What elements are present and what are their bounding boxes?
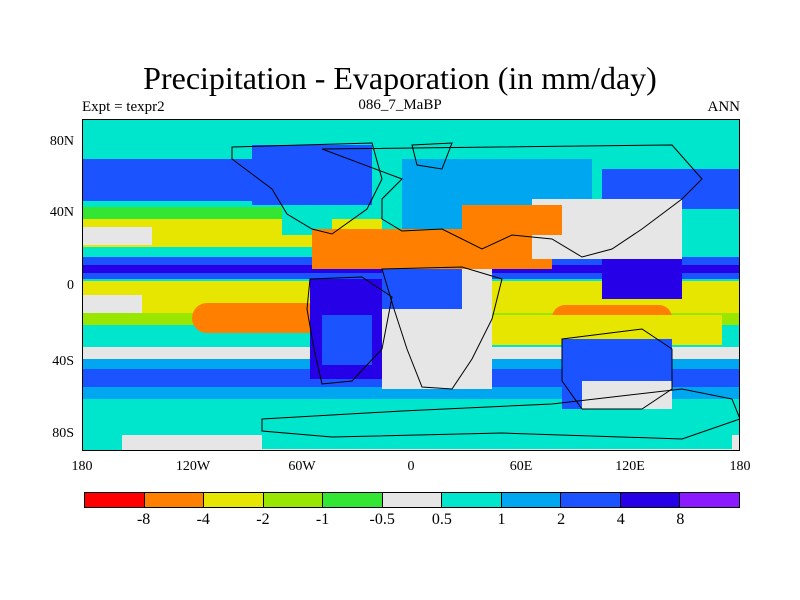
x-tick-180e: 180 [729, 459, 751, 474]
band-s-grey [82, 295, 142, 317]
y-tick-80n: 80N [49, 134, 74, 149]
land-antarctica [262, 409, 732, 449]
season-label: ANN [707, 99, 741, 115]
legend-swatch [501, 493, 562, 507]
land-na [252, 145, 372, 205]
legend-swatch [442, 493, 502, 507]
y-tick-0: 0 [67, 278, 74, 293]
legend-swatch [620, 493, 681, 507]
legend-swatch [85, 493, 145, 507]
coast-na [231, 142, 383, 235]
legend-swatch [680, 493, 740, 507]
y-tick-40s: 40S [52, 354, 74, 369]
legend-swatch [382, 493, 443, 507]
coast-greenland [411, 142, 453, 170]
land-africa-c [382, 269, 462, 309]
land-seasia [602, 259, 682, 299]
legend-label: 0.5 [431, 511, 452, 528]
period-label: 086_7_MaBP [358, 97, 442, 113]
legend-swatch [263, 493, 324, 507]
land-asia2 [462, 205, 562, 235]
legend-label: -0.5 [369, 511, 395, 528]
land-africa-n [312, 229, 552, 269]
land-sa2 [322, 315, 372, 365]
legend-label: 2 [557, 511, 566, 528]
x-tick-120w: 120W [175, 459, 211, 474]
chart-title: Precipitation - Evaporation (in mm/day) [143, 60, 657, 96]
land-aus2 [582, 381, 672, 411]
x-tick-60e: 60E [509, 459, 533, 474]
legend-label: 1 [497, 511, 506, 528]
color-legend [84, 492, 740, 508]
legend-label: 4 [616, 511, 625, 528]
coast-eurasia [321, 144, 703, 258]
legend-swatch [561, 493, 621, 507]
x-tick-0: 0 [407, 459, 415, 474]
map-plot [82, 119, 740, 451]
legend-label: 8 [676, 511, 685, 528]
band-n-green [82, 207, 312, 219]
legend-swatch [144, 493, 205, 507]
band-s-orange [192, 303, 322, 333]
legend-label: -1 [315, 511, 330, 528]
experiment-label: Expt = texpr2 [82, 99, 165, 115]
legend-swatch [204, 493, 264, 507]
x-tick-60w: 60W [288, 459, 316, 474]
x-tick-180w: 180 [71, 459, 93, 474]
band-arctic [82, 119, 740, 145]
y-tick-80s: 80S [52, 426, 74, 441]
map-svg [82, 119, 740, 451]
legend-swatch [323, 493, 383, 507]
y-tick-40n: 40N [49, 205, 74, 220]
coast-sa [306, 276, 393, 385]
legend-label: -4 [196, 511, 210, 528]
legend-label: -8 [136, 511, 151, 528]
x-tick-120e: 120E [615, 459, 645, 474]
map-frame [82, 119, 740, 451]
band-n-grey [82, 227, 152, 245]
coast-africa [381, 266, 503, 390]
coast-antarctica [261, 388, 740, 440]
legend-label: -2 [256, 511, 270, 528]
coast-aus [561, 328, 673, 410]
